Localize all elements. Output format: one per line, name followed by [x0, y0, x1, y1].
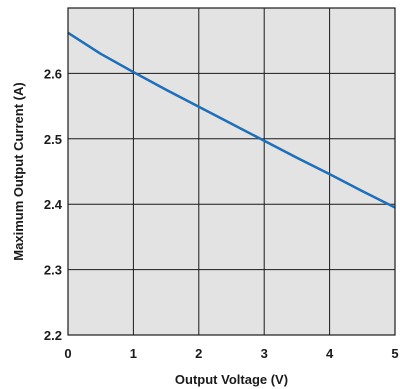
y-tick-label: 2.4	[44, 197, 63, 212]
x-tick-label: 3	[261, 346, 268, 361]
series-group	[67, 31, 396, 209]
x-tick-label: 4	[326, 346, 334, 361]
y-tick-label: 2.2	[44, 328, 62, 343]
x-tick-label: 2	[195, 346, 202, 361]
x-tick-label: 1	[130, 346, 137, 361]
plot-frame	[67, 7, 396, 336]
y-axis-title: Maximum Output Current (A)	[11, 82, 26, 260]
y-tick-labels: 2.2 2.3 2.4 2.5 2.6	[44, 66, 63, 343]
x-axis-title: Output Voltage (V)	[175, 372, 288, 387]
plot-background	[68, 8, 395, 335]
x-tick-label: 0	[64, 346, 71, 361]
y-tick-label: 2.6	[44, 66, 62, 81]
x-tick-label: 5	[391, 346, 398, 361]
y-tick-label: 2.5	[44, 132, 62, 147]
y-tick-label: 2.3	[44, 263, 62, 278]
x-tick-labels: 0 1 2 3 4 5	[64, 346, 398, 361]
series-line	[67, 31, 396, 209]
